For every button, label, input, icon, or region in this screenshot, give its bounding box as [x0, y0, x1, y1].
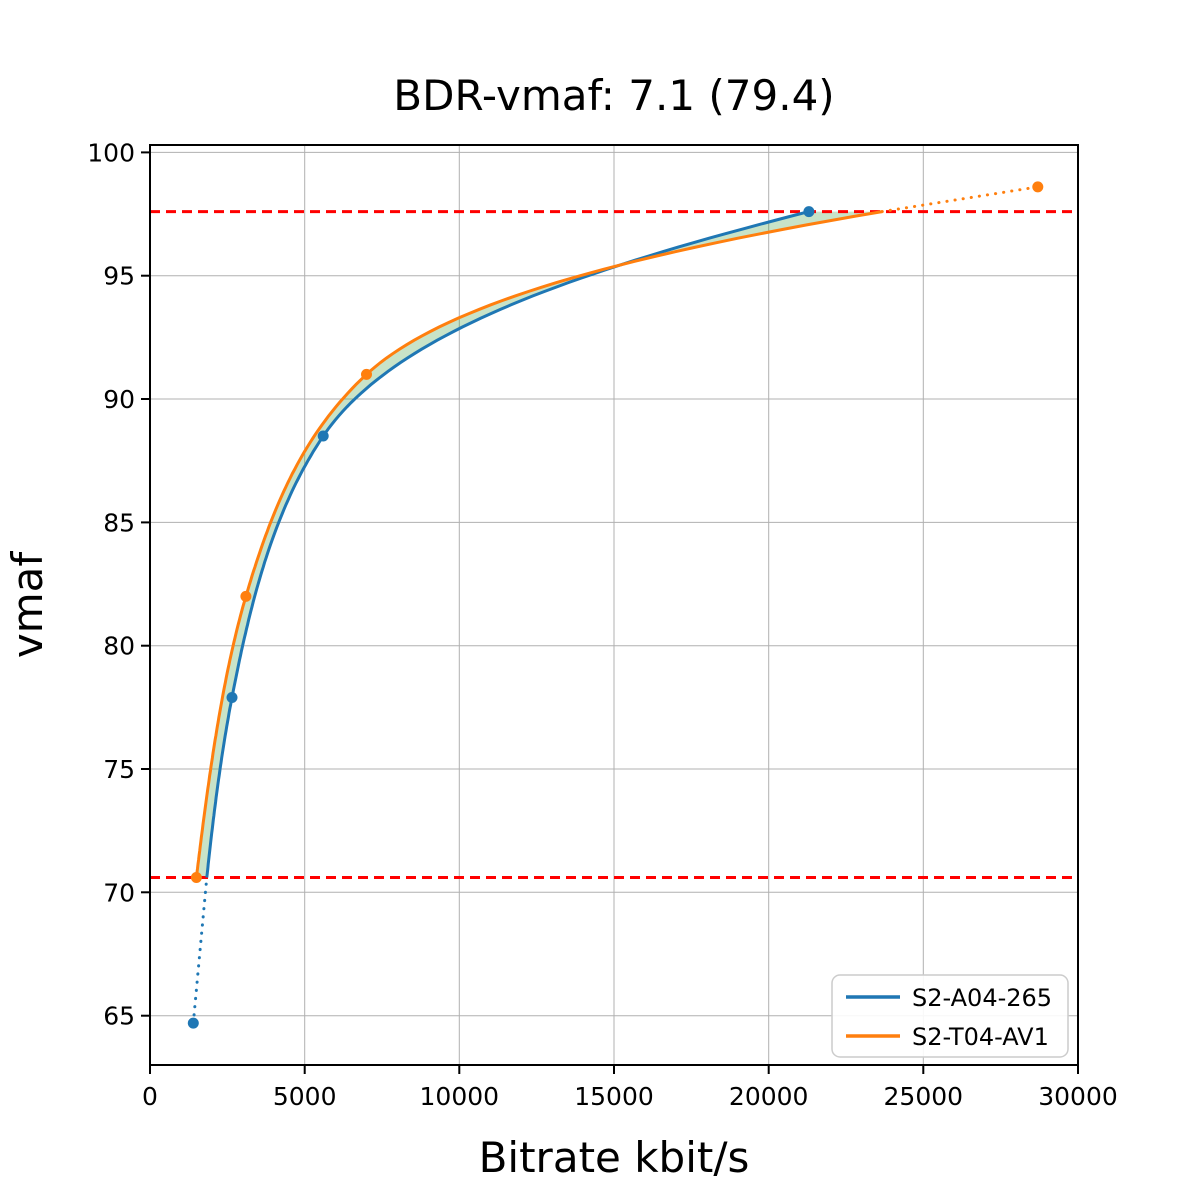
data-point-S2-A04-265 — [803, 206, 815, 218]
y-tick-label: 100 — [87, 138, 135, 167]
data-point-S2-A04-265 — [226, 692, 238, 703]
legend: S2-A04-265 S2-T04-AV1 — [831, 974, 1069, 1058]
bd-area-fill — [196, 211, 883, 878]
data-point-S2-T04-AV1 — [240, 590, 252, 602]
x-tick-label: 5000 — [273, 1082, 337, 1111]
rd-curve-dotted-S2-A04-265 — [191, 876, 209, 1025]
x-tick-label: 10000 — [420, 1082, 500, 1111]
x-tick-label: 20000 — [729, 1082, 809, 1111]
y-tick-label: 70 — [103, 878, 135, 907]
data-point-markers — [187, 181, 1044, 1029]
rd-curve-dotted-S2-T04-AV1 — [880, 185, 1040, 214]
data-point-S2-A04-265 — [317, 430, 329, 442]
rd-curve-S2-T04-AV1 — [194, 210, 883, 878]
x-tick-label: 25000 — [884, 1082, 964, 1111]
x-tick-label: 30000 — [1038, 1082, 1118, 1111]
legend-label-series-1: S2-T04-AV1 — [912, 1023, 1049, 1051]
rd-curves — [191, 185, 1040, 1025]
y-tick-label: 65 — [103, 1002, 135, 1031]
x-tick-label: 0 — [142, 1082, 158, 1111]
x-tick-label: 15000 — [574, 1082, 654, 1111]
rd-curve-S2-A04-265 — [205, 210, 810, 878]
x-axis-label: Bitrate kbit/s — [479, 1133, 750, 1182]
bd-interval-lines — [150, 210, 1078, 879]
y-tick-label: 80 — [103, 632, 135, 661]
y-tick-label: 90 — [103, 385, 135, 414]
data-point-S2-A04-265 — [187, 1017, 199, 1029]
bd-area-polygon — [196, 211, 883, 878]
data-point-S2-T04-AV1 — [1032, 181, 1044, 193]
chart-title: BDR-vmaf: 7.1 (79.4) — [393, 71, 834, 120]
axis-ticks: 0 5000 10000 15000 20000 25000 30000 65 70 75 80 85… — [87, 138, 1117, 1111]
data-point-S2-T04-AV1 — [361, 368, 372, 380]
gridlines — [149, 145, 1079, 1065]
legend-label-series-0: S2-A04-265 — [912, 984, 1052, 1012]
y-tick-label: 75 — [103, 755, 135, 784]
y-tick-label: 95 — [103, 262, 135, 291]
plot-border — [149, 144, 1079, 1066]
data-point-S2-T04-AV1 — [190, 872, 202, 883]
y-axis-label: vmaf — [3, 551, 52, 659]
y-tick-label: 85 — [103, 508, 135, 537]
